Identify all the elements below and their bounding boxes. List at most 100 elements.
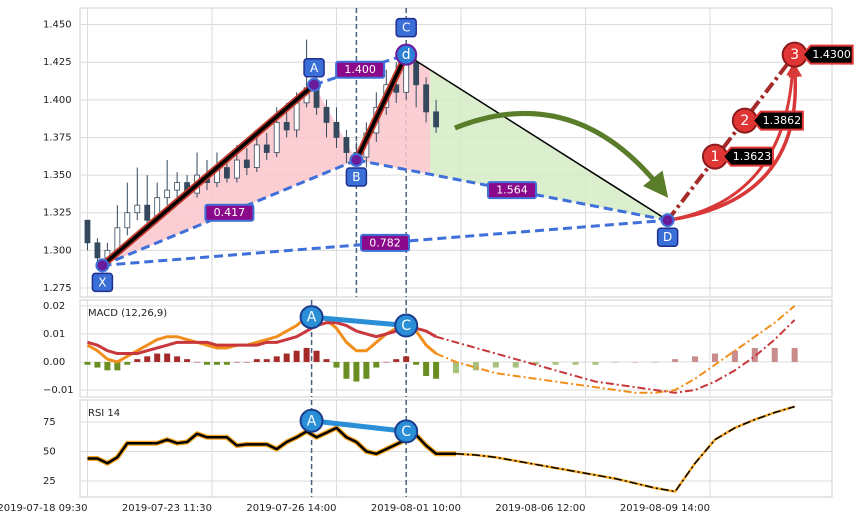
candle-body	[433, 111, 439, 128]
point-label: X	[98, 275, 106, 289]
point-label-box	[345, 167, 368, 187]
y-tick-label: 50	[43, 446, 56, 457]
target-label-box	[801, 44, 854, 65]
histogram-bar	[164, 353, 171, 362]
candle-body	[144, 204, 151, 221]
histogram-bar-projected	[612, 361, 619, 363]
panel-title: MACD (12,26,9)	[88, 308, 167, 319]
x-tick-label: 2019-07-26 14:00	[246, 503, 336, 514]
histogram-bar	[223, 361, 230, 365]
divergence-point	[394, 313, 419, 338]
rsi-line	[87, 426, 456, 465]
ratio-box	[204, 203, 255, 222]
candle-body	[84, 219, 91, 244]
histogram-bar	[373, 361, 380, 368]
y-tick-label: 1.275	[43, 283, 72, 294]
target-label-box	[751, 110, 804, 131]
histogram-bar	[383, 361, 390, 363]
histogram-bar	[134, 359, 141, 362]
candle-body	[124, 212, 131, 229]
histogram-bar	[124, 361, 131, 365]
histogram-bar-projected	[532, 361, 539, 365]
candle-body	[333, 121, 340, 138]
pattern-point	[307, 77, 322, 92]
rsi-projection	[455, 405, 795, 493]
pattern-leg	[101, 83, 316, 267]
projection-line	[666, 53, 797, 222]
target-arrow	[667, 63, 799, 222]
y-tick-label: 1.350	[43, 170, 72, 181]
histogram-bar-projected	[692, 356, 699, 362]
ratio-box	[487, 181, 538, 200]
point-label: C	[402, 21, 410, 35]
ratio-label: 1.400	[344, 63, 376, 76]
histogram-bar-projected	[791, 347, 798, 362]
y-tick-label: 75	[43, 417, 56, 428]
candle-body	[243, 159, 250, 168]
ratio-box	[360, 233, 411, 252]
x-tick-label: 2019-08-06 12:00	[495, 503, 585, 514]
x-tick-label: 2019-08-09 14:00	[620, 503, 710, 514]
macd-projection	[435, 319, 796, 394]
histogram-bar	[303, 347, 310, 362]
pattern-leg	[354, 53, 408, 161]
point-label-box	[395, 17, 417, 38]
macd-line	[87, 321, 437, 356]
histogram-bar	[403, 356, 410, 362]
histogram-bar	[423, 361, 430, 376]
histogram-bar	[114, 361, 121, 371]
histogram-bar	[393, 359, 400, 362]
pattern-fill	[356, 54, 430, 175]
candle-body	[224, 167, 230, 179]
panel-title: RSI 14	[88, 408, 120, 419]
candle-body	[164, 189, 171, 199]
pattern-point	[395, 43, 418, 66]
y-tick-label: 1.425	[43, 57, 72, 68]
histogram-bar	[343, 361, 350, 379]
histogram-bar-projected	[453, 361, 459, 374]
x-tick-label: 2019-07-18 09:30	[0, 503, 87, 514]
histogram-bar	[194, 361, 201, 363]
histogram-bar-projected	[731, 350, 738, 362]
histogram-bar-projected	[652, 361, 659, 363]
divergence-label: A	[307, 310, 317, 326]
histogram-bar	[184, 359, 191, 362]
histogram-bar	[104, 361, 111, 371]
histogram-bar-projected	[592, 361, 599, 365]
histogram-bar	[353, 361, 360, 382]
divergence-point	[299, 305, 324, 330]
divergence-line	[311, 418, 407, 434]
histogram-bar-projected	[771, 347, 778, 362]
pattern-leg	[405, 54, 669, 221]
histogram-bar	[363, 361, 370, 379]
candle-body	[413, 61, 420, 86]
divergence-point	[394, 419, 419, 444]
ratio-line	[101, 158, 357, 267]
ratio-box	[335, 60, 386, 79]
y-tick-label: 0.00	[43, 357, 65, 368]
histogram-bar	[253, 359, 260, 362]
candle-body	[94, 242, 101, 259]
candle-body	[174, 182, 181, 191]
histogram-bar-projected	[711, 353, 718, 362]
histogram-bar	[313, 350, 320, 362]
histogram-bar	[293, 350, 300, 362]
candle-body	[283, 121, 290, 131]
histogram-bar-projected	[492, 361, 499, 368]
point-label: d	[402, 47, 411, 63]
x-tick-label: 2019-07-23 11:30	[122, 503, 212, 514]
panel-frame	[79, 299, 833, 398]
macd-projection	[435, 305, 796, 394]
histogram-bar	[273, 356, 280, 362]
candle-body	[343, 137, 350, 153]
point-label-box	[91, 272, 114, 293]
point-label-box	[656, 227, 679, 247]
target-number: 2	[740, 113, 749, 129]
histogram-bar	[433, 361, 440, 379]
histogram-bar-projected	[512, 361, 519, 368]
candle-body	[323, 106, 330, 123]
ratio-label: 0.782	[369, 236, 401, 249]
y-tick-label: 1.375	[43, 132, 72, 143]
histogram-bar	[154, 353, 161, 362]
